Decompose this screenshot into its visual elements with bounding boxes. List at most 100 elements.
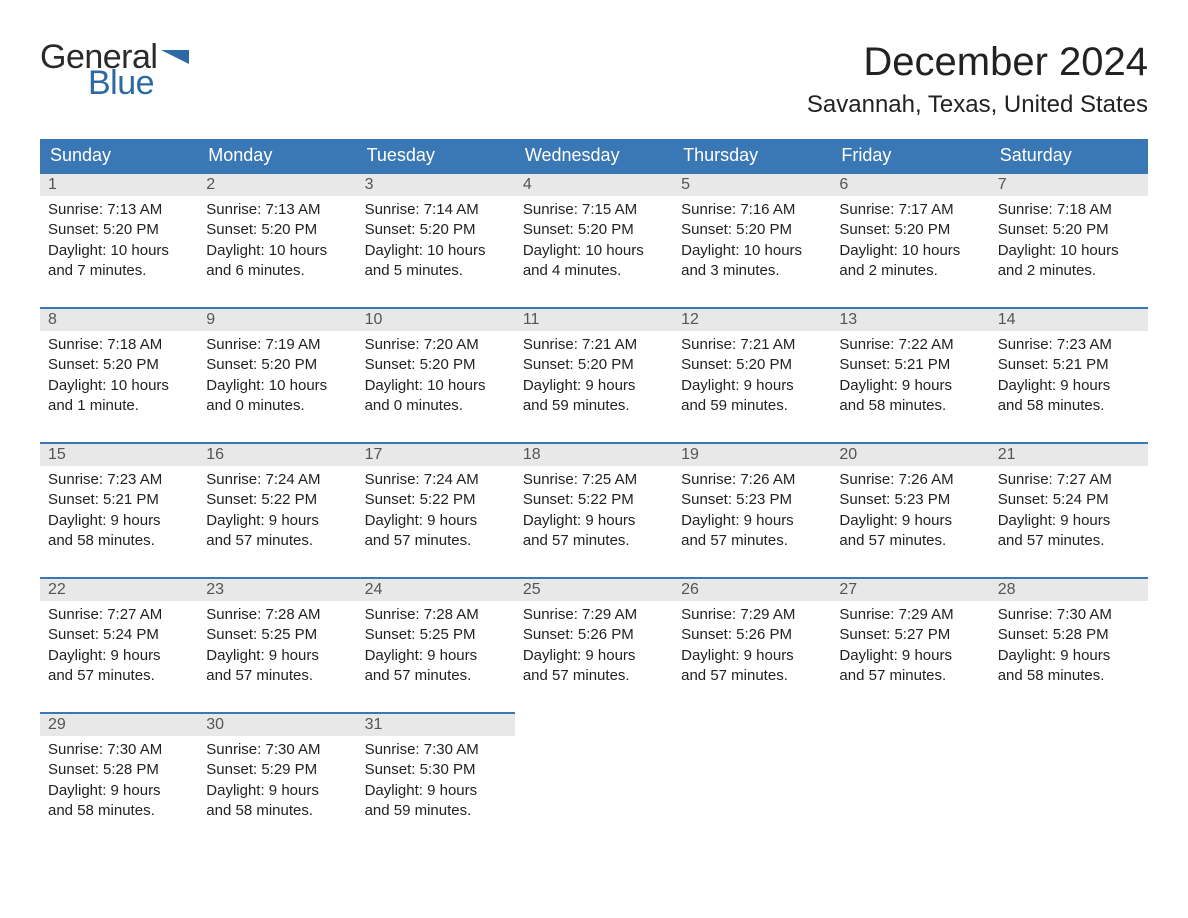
day-day2: and 58 minutes. bbox=[839, 396, 981, 416]
calendar-cell: 22Sunrise: 7:27 AMSunset: 5:24 PMDayligh… bbox=[40, 577, 198, 712]
day-day2: and 58 minutes. bbox=[998, 666, 1140, 686]
day-number: 27 bbox=[831, 579, 989, 601]
day-cell: 21Sunrise: 7:27 AMSunset: 5:24 PMDayligh… bbox=[990, 442, 1148, 577]
day-day2: and 6 minutes. bbox=[206, 261, 348, 281]
day-header-tuesday: Tuesday bbox=[357, 139, 515, 172]
day-header-row: Sunday Monday Tuesday Wednesday Thursday… bbox=[40, 139, 1148, 172]
day-sunset: Sunset: 5:25 PM bbox=[365, 625, 507, 645]
day-sunrise: Sunrise: 7:16 AM bbox=[681, 200, 823, 220]
day-header-saturday: Saturday bbox=[990, 139, 1148, 172]
day-sunrise: Sunrise: 7:20 AM bbox=[365, 335, 507, 355]
day-content: Sunrise: 7:30 AMSunset: 5:28 PMDaylight:… bbox=[40, 736, 198, 847]
day-cell: 3Sunrise: 7:14 AMSunset: 5:20 PMDaylight… bbox=[357, 172, 515, 307]
day-content: Sunrise: 7:23 AMSunset: 5:21 PMDaylight:… bbox=[990, 331, 1148, 442]
day-cell: 15Sunrise: 7:23 AMSunset: 5:21 PMDayligh… bbox=[40, 442, 198, 577]
day-header-thursday: Thursday bbox=[673, 139, 831, 172]
day-day2: and 3 minutes. bbox=[681, 261, 823, 281]
day-sunrise: Sunrise: 7:29 AM bbox=[681, 605, 823, 625]
day-cell: 13Sunrise: 7:22 AMSunset: 5:21 PMDayligh… bbox=[831, 307, 989, 442]
day-sunrise: Sunrise: 7:21 AM bbox=[523, 335, 665, 355]
day-number: 28 bbox=[990, 579, 1148, 601]
day-day1: Daylight: 9 hours bbox=[998, 376, 1140, 396]
day-content: Sunrise: 7:19 AMSunset: 5:20 PMDaylight:… bbox=[198, 331, 356, 442]
day-content: Sunrise: 7:29 AMSunset: 5:26 PMDaylight:… bbox=[515, 601, 673, 712]
day-sunset: Sunset: 5:21 PM bbox=[839, 355, 981, 375]
day-cell: 25Sunrise: 7:29 AMSunset: 5:26 PMDayligh… bbox=[515, 577, 673, 712]
day-day2: and 59 minutes. bbox=[365, 801, 507, 821]
day-sunset: Sunset: 5:20 PM bbox=[206, 355, 348, 375]
day-sunrise: Sunrise: 7:28 AM bbox=[206, 605, 348, 625]
calendar-cell: 3Sunrise: 7:14 AMSunset: 5:20 PMDaylight… bbox=[357, 172, 515, 307]
day-header-sunday: Sunday bbox=[40, 139, 198, 172]
day-day1: Daylight: 10 hours bbox=[365, 241, 507, 261]
day-number: 13 bbox=[831, 309, 989, 331]
day-sunrise: Sunrise: 7:30 AM bbox=[998, 605, 1140, 625]
calendar-cell: 5Sunrise: 7:16 AMSunset: 5:20 PMDaylight… bbox=[673, 172, 831, 307]
calendar-cell: 25Sunrise: 7:29 AMSunset: 5:26 PMDayligh… bbox=[515, 577, 673, 712]
day-cell: 24Sunrise: 7:28 AMSunset: 5:25 PMDayligh… bbox=[357, 577, 515, 712]
calendar-cell: 28Sunrise: 7:30 AMSunset: 5:28 PMDayligh… bbox=[990, 577, 1148, 712]
day-day2: and 58 minutes. bbox=[998, 396, 1140, 416]
day-cell: 8Sunrise: 7:18 AMSunset: 5:20 PMDaylight… bbox=[40, 307, 198, 442]
day-sunset: Sunset: 5:20 PM bbox=[48, 355, 190, 375]
day-number: 26 bbox=[673, 579, 831, 601]
calendar-cell: 17Sunrise: 7:24 AMSunset: 5:22 PMDayligh… bbox=[357, 442, 515, 577]
day-day1: Daylight: 10 hours bbox=[839, 241, 981, 261]
calendar-cell bbox=[990, 712, 1148, 847]
day-day1: Daylight: 9 hours bbox=[365, 646, 507, 666]
day-content: Sunrise: 7:27 AMSunset: 5:24 PMDaylight:… bbox=[40, 601, 198, 712]
calendar-cell bbox=[831, 712, 989, 847]
day-content: Sunrise: 7:20 AMSunset: 5:20 PMDaylight:… bbox=[357, 331, 515, 442]
day-sunset: Sunset: 5:22 PM bbox=[365, 490, 507, 510]
day-content: Sunrise: 7:28 AMSunset: 5:25 PMDaylight:… bbox=[357, 601, 515, 712]
day-sunset: Sunset: 5:22 PM bbox=[523, 490, 665, 510]
day-sunrise: Sunrise: 7:13 AM bbox=[206, 200, 348, 220]
day-header-monday: Monday bbox=[198, 139, 356, 172]
calendar-cell bbox=[673, 712, 831, 847]
day-sunrise: Sunrise: 7:30 AM bbox=[365, 740, 507, 760]
day-content: Sunrise: 7:25 AMSunset: 5:22 PMDaylight:… bbox=[515, 466, 673, 577]
day-sunrise: Sunrise: 7:30 AM bbox=[48, 740, 190, 760]
day-content: Sunrise: 7:29 AMSunset: 5:27 PMDaylight:… bbox=[831, 601, 989, 712]
day-sunset: Sunset: 5:24 PM bbox=[48, 625, 190, 645]
day-sunset: Sunset: 5:26 PM bbox=[681, 625, 823, 645]
day-cell: 4Sunrise: 7:15 AMSunset: 5:20 PMDaylight… bbox=[515, 172, 673, 307]
day-cell: 29Sunrise: 7:30 AMSunset: 5:28 PMDayligh… bbox=[40, 712, 198, 847]
day-number: 3 bbox=[357, 174, 515, 196]
day-sunrise: Sunrise: 7:15 AM bbox=[523, 200, 665, 220]
day-day1: Daylight: 9 hours bbox=[48, 646, 190, 666]
calendar-cell: 11Sunrise: 7:21 AMSunset: 5:20 PMDayligh… bbox=[515, 307, 673, 442]
day-number: 19 bbox=[673, 444, 831, 466]
calendar-cell: 24Sunrise: 7:28 AMSunset: 5:25 PMDayligh… bbox=[357, 577, 515, 712]
day-sunrise: Sunrise: 7:30 AM bbox=[206, 740, 348, 760]
day-sunset: Sunset: 5:20 PM bbox=[839, 220, 981, 240]
day-sunrise: Sunrise: 7:26 AM bbox=[839, 470, 981, 490]
day-sunrise: Sunrise: 7:13 AM bbox=[48, 200, 190, 220]
day-number: 22 bbox=[40, 579, 198, 601]
calendar-cell: 20Sunrise: 7:26 AMSunset: 5:23 PMDayligh… bbox=[831, 442, 989, 577]
day-sunset: Sunset: 5:29 PM bbox=[206, 760, 348, 780]
day-number: 10 bbox=[357, 309, 515, 331]
day-day1: Daylight: 10 hours bbox=[998, 241, 1140, 261]
day-header-wednesday: Wednesday bbox=[515, 139, 673, 172]
month-title: December 2024 bbox=[807, 40, 1148, 85]
day-day1: Daylight: 9 hours bbox=[839, 376, 981, 396]
day-cell: 7Sunrise: 7:18 AMSunset: 5:20 PMDaylight… bbox=[990, 172, 1148, 307]
day-sunset: Sunset: 5:26 PM bbox=[523, 625, 665, 645]
day-content: Sunrise: 7:24 AMSunset: 5:22 PMDaylight:… bbox=[357, 466, 515, 577]
calendar-body: 1Sunrise: 7:13 AMSunset: 5:20 PMDaylight… bbox=[40, 172, 1148, 847]
day-sunset: Sunset: 5:23 PM bbox=[681, 490, 823, 510]
day-sunrise: Sunrise: 7:18 AM bbox=[48, 335, 190, 355]
day-number: 25 bbox=[515, 579, 673, 601]
day-sunset: Sunset: 5:20 PM bbox=[206, 220, 348, 240]
day-day1: Daylight: 9 hours bbox=[48, 511, 190, 531]
calendar-cell: 16Sunrise: 7:24 AMSunset: 5:22 PMDayligh… bbox=[198, 442, 356, 577]
day-day2: and 57 minutes. bbox=[998, 531, 1140, 551]
day-day1: Daylight: 10 hours bbox=[681, 241, 823, 261]
day-sunset: Sunset: 5:20 PM bbox=[365, 220, 507, 240]
day-number: 16 bbox=[198, 444, 356, 466]
day-cell: 31Sunrise: 7:30 AMSunset: 5:30 PMDayligh… bbox=[357, 712, 515, 847]
calendar-cell: 31Sunrise: 7:30 AMSunset: 5:30 PMDayligh… bbox=[357, 712, 515, 847]
day-day2: and 57 minutes. bbox=[48, 666, 190, 686]
day-sunrise: Sunrise: 7:25 AM bbox=[523, 470, 665, 490]
